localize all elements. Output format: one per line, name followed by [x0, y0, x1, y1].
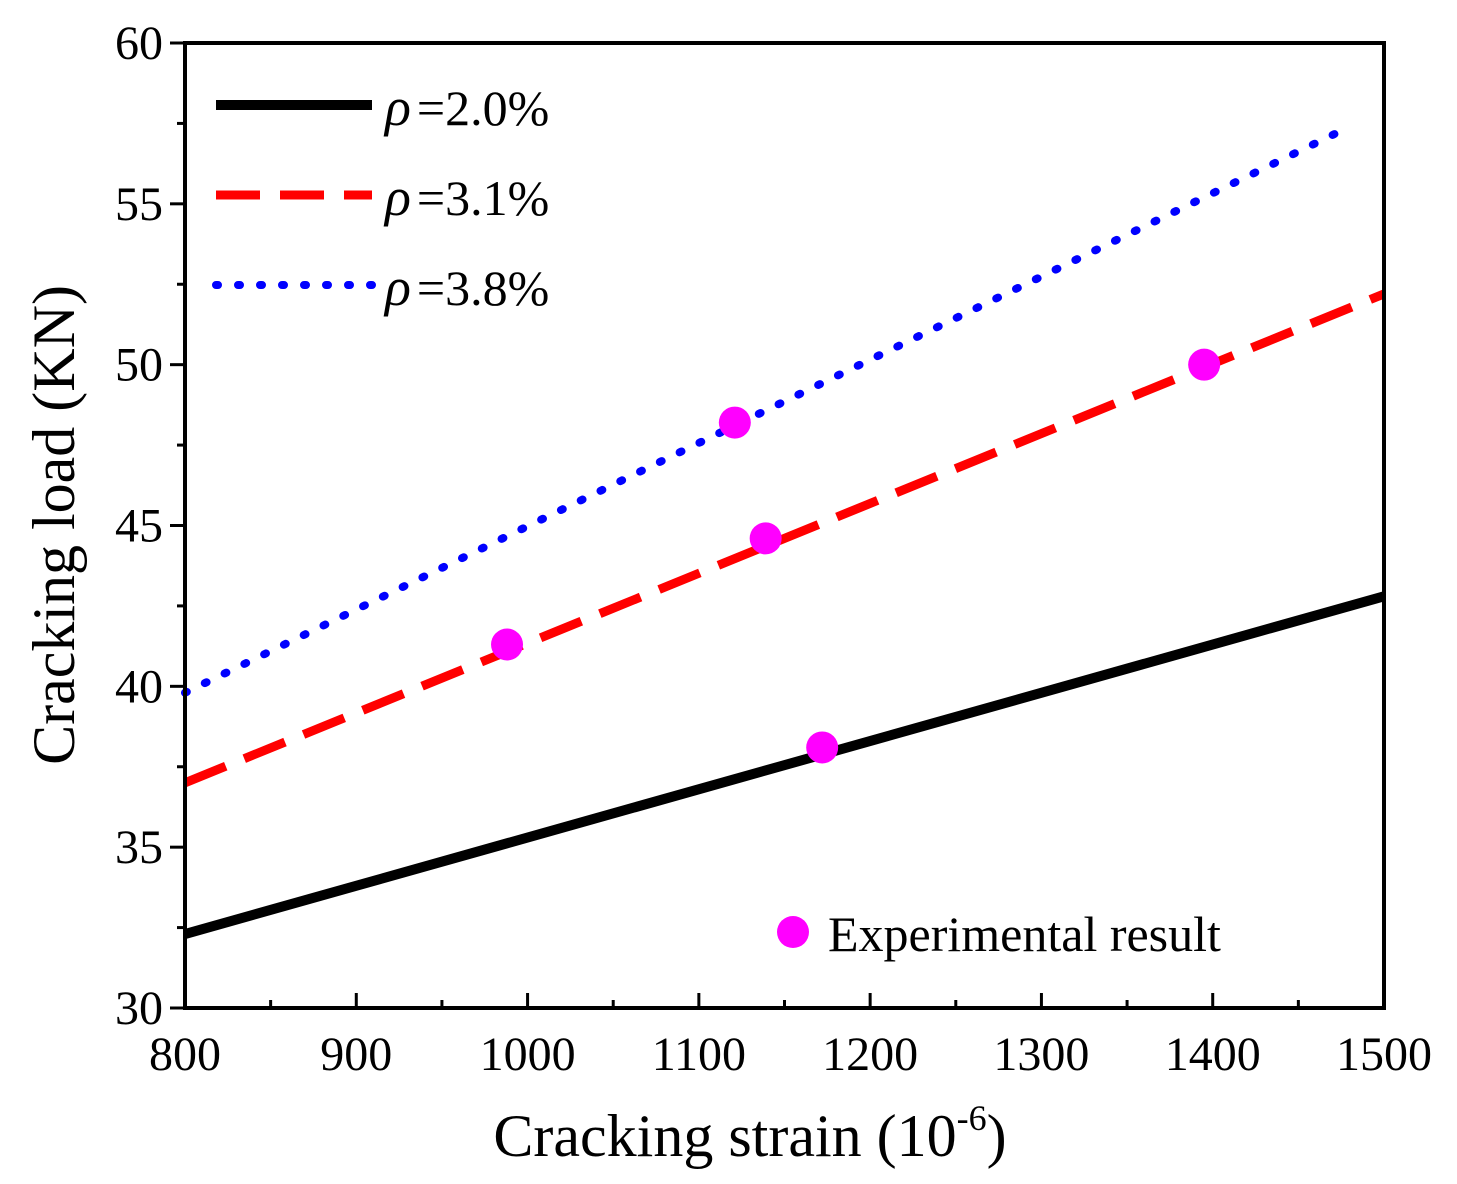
x-tick-label: 800	[149, 1028, 221, 1081]
y-tick-label: 50	[115, 339, 163, 392]
legend-label-3: ρ =3.8%	[383, 257, 549, 317]
x-tick-label: 1200	[822, 1028, 918, 1081]
experimental-point-1	[491, 628, 524, 661]
legend-rho: ρ	[383, 257, 411, 317]
plot-frame	[183, 41, 1386, 1010]
y-tick-label: 60	[115, 17, 163, 70]
series-line-3	[181, 122, 1354, 697]
series-layer	[181, 122, 1386, 939]
series-line-1	[183, 591, 1386, 939]
y-tick-label: 35	[115, 821, 163, 874]
scatter-layer	[491, 348, 1221, 764]
y-axis-title: Cracking load (KN)	[21, 285, 87, 765]
scatter-legend-marker	[777, 916, 809, 948]
x-axis-title-exponent: -6	[957, 1098, 987, 1138]
legend-label-2: ρ =3.1%	[383, 167, 549, 227]
legend-rho: ρ	[383, 167, 411, 227]
x-tick-label: 1000	[480, 1028, 576, 1081]
x-tick-label: 1400	[1165, 1028, 1261, 1081]
x-axis-title-close: )	[987, 1103, 1007, 1169]
legend-value: =3.1%	[417, 170, 549, 226]
legend-label-1: ρ =2.0%	[383, 77, 549, 137]
experimental-point-5	[1188, 348, 1221, 381]
x-tick-label: 900	[320, 1028, 392, 1081]
y-tick-label: 45	[115, 500, 163, 553]
tick-label-layer: 800 900 1000 1100 1200 1300 1400 1500 30 35 40 45 50…	[115, 17, 1432, 1081]
experimental-point-3	[749, 522, 782, 555]
legend-value: =2.0%	[417, 80, 549, 136]
scatter-legend: Experimental result	[777, 906, 1221, 962]
legend: ρ =2.0%ρ =3.1%ρ =3.8%	[212, 77, 549, 317]
x-axis-title: Cracking strain (10-6)	[493, 1098, 1006, 1169]
x-tick-label: 1500	[1336, 1028, 1432, 1081]
tick-layer	[170, 41, 1386, 1010]
scatter-legend-label: Experimental result	[828, 906, 1221, 962]
y-tick-label: 40	[115, 660, 163, 713]
y-tick-label: 55	[115, 178, 163, 231]
experimental-point-2	[718, 406, 751, 439]
legend-value: =3.8%	[417, 260, 549, 316]
y-tick-label: 30	[115, 982, 163, 1035]
x-tick-label: 1300	[993, 1028, 1089, 1081]
legend-rho: ρ	[383, 77, 411, 137]
series-line-2	[183, 289, 1386, 788]
experimental-point-4	[806, 731, 839, 764]
x-tick-label: 1100	[652, 1028, 746, 1081]
